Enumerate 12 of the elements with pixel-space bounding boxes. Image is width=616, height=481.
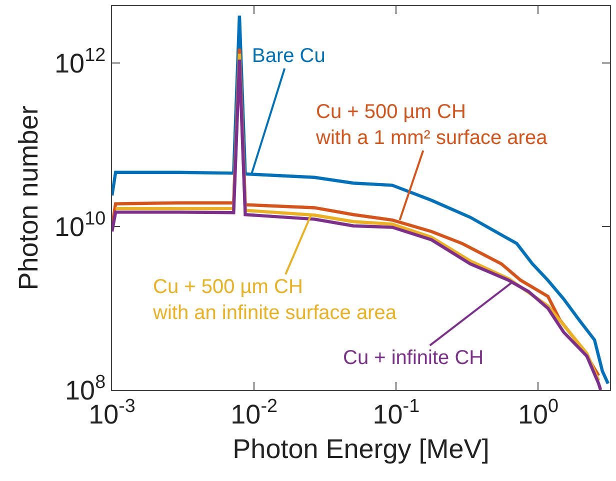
x-axis-title: Photon Energy [MeV] bbox=[232, 434, 490, 464]
y-axis-title: Photon number bbox=[14, 106, 44, 290]
annotation: Bare Cu bbox=[252, 45, 326, 67]
x-tick-label: 10$^{0}$ bbox=[518, 396, 559, 430]
annotation: Cu + 500 µm CH with an infinite surface area bbox=[152, 276, 398, 324]
x-tick-label: 10$^{-1}$ bbox=[372, 396, 420, 430]
annotation: Cu + infinite CH bbox=[343, 347, 484, 369]
x-tick-label: 10$^{-2}$ bbox=[230, 396, 278, 430]
annotation: Cu + 500 µm CH with a 1 mm² surface area bbox=[315, 101, 548, 149]
y-tick-label: 10$^{8}$ bbox=[65, 372, 106, 406]
y-tick-label: 10$^{10}$ bbox=[54, 208, 106, 242]
y-tick-label: 10$^{12}$ bbox=[54, 45, 106, 79]
